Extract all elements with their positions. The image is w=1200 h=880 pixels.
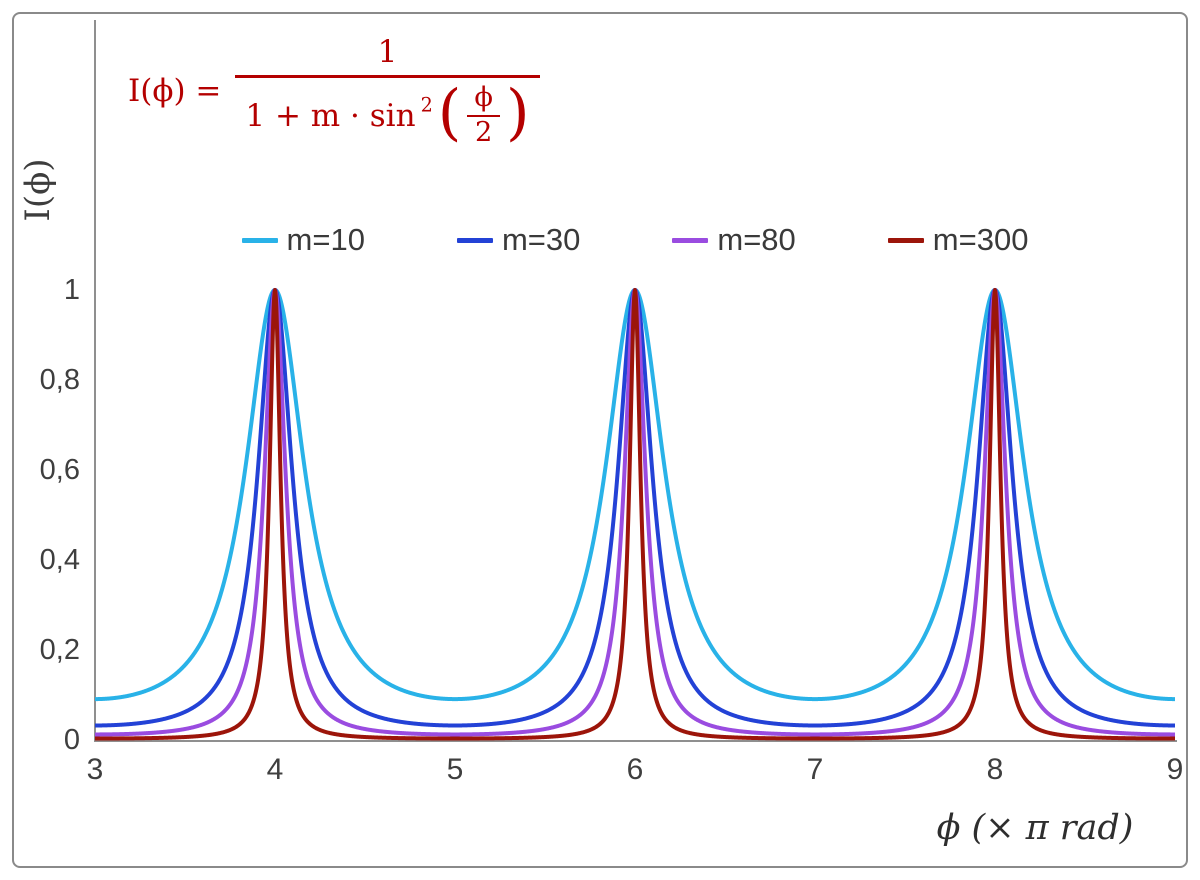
formula-superscript: 2 bbox=[420, 93, 433, 117]
formula-numerator: 1 bbox=[377, 34, 398, 70]
inner-numerator: ϕ bbox=[467, 83, 500, 117]
formula-annotation: I(ϕ) = 1 1 + m · sin 2 ( ϕ 2 ) bbox=[128, 34, 540, 147]
curve-m=300 bbox=[93, 288, 1177, 741]
x-tick-label-8: 8 bbox=[986, 753, 1004, 786]
x-tick-label-3: 3 bbox=[86, 753, 104, 786]
formula-lhs: I(ϕ) = bbox=[128, 72, 222, 109]
y-tick-label-1: 1 bbox=[63, 274, 80, 306]
legend-item-m300: m=300 bbox=[887, 222, 1029, 258]
curve-m=80 bbox=[93, 288, 1177, 737]
y-tick-label-0: 0 bbox=[63, 724, 80, 756]
legend-swatch-2 bbox=[672, 237, 709, 243]
curve-m=30 bbox=[93, 288, 1177, 728]
legend-item-m80: m=80 bbox=[672, 222, 796, 258]
formula-fraction: 1 1 + m · sin 2 ( ϕ 2 ) bbox=[235, 34, 540, 149]
legend-swatch-0 bbox=[241, 237, 278, 243]
legend-item-m30: m=30 bbox=[456, 222, 581, 258]
x-tick-label-6: 6 bbox=[626, 753, 644, 786]
legend-label-m300: m=300 bbox=[932, 222, 1029, 257]
legend-label-m10: m=10 bbox=[286, 222, 365, 257]
x-tick-label-5: 5 bbox=[446, 753, 464, 786]
legend-swatch-3 bbox=[887, 237, 924, 243]
formula-denominator: 1 + m · sin 2 ( ϕ 2 ) bbox=[235, 75, 540, 149]
legend-swatch-1 bbox=[456, 237, 493, 243]
y-tick-label-0.6: 0,6 bbox=[39, 454, 80, 486]
y-axis-title: I(ϕ) bbox=[18, 158, 58, 222]
legend: m=10 m=30 m=80 m=300 bbox=[95, 222, 1175, 258]
x-axis-title: ϕ (× π rad) bbox=[936, 808, 1134, 848]
inner-denominator: 2 bbox=[474, 116, 493, 148]
inner-fraction: ϕ 2 bbox=[467, 83, 500, 148]
open-paren: ( bbox=[437, 78, 462, 149]
formula-denominator-text: 1 + m · sin bbox=[245, 97, 416, 134]
curve-group bbox=[93, 288, 1177, 741]
close-paren: ) bbox=[505, 78, 530, 149]
x-tick-label-7: 7 bbox=[806, 753, 824, 786]
y-tick-label-0.2: 0,2 bbox=[39, 634, 80, 666]
y-tick-label-0.8: 0,8 bbox=[39, 364, 80, 396]
legend-label-m80: m=80 bbox=[717, 222, 796, 257]
y-tick-label-0.4: 0,4 bbox=[39, 544, 80, 576]
legend-item-m10: m=10 bbox=[241, 222, 365, 258]
x-tick-label-9: 9 bbox=[1166, 753, 1184, 786]
x-tick-label-4: 4 bbox=[266, 753, 284, 786]
legend-label-m30: m=30 bbox=[501, 222, 581, 257]
